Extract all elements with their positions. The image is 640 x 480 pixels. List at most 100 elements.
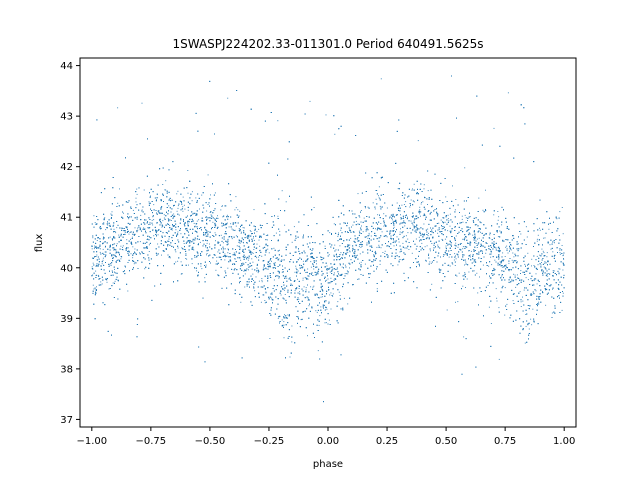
data-point bbox=[512, 252, 514, 254]
data-point bbox=[281, 271, 283, 273]
data-point bbox=[327, 278, 329, 280]
data-point bbox=[536, 238, 538, 240]
data-point bbox=[100, 281, 102, 283]
data-point bbox=[294, 271, 296, 273]
data-point bbox=[241, 264, 243, 266]
data-point bbox=[277, 317, 279, 319]
data-point bbox=[136, 193, 138, 195]
data-point bbox=[419, 231, 421, 233]
data-point bbox=[178, 214, 180, 216]
data-point bbox=[329, 267, 331, 269]
data-point bbox=[114, 280, 116, 282]
data-point bbox=[475, 243, 477, 244]
data-point bbox=[322, 258, 324, 260]
data-point bbox=[346, 270, 348, 272]
data-point bbox=[312, 286, 314, 288]
data-point bbox=[217, 215, 218, 217]
data-point bbox=[139, 252, 140, 254]
data-point bbox=[102, 248, 104, 250]
data-point bbox=[206, 242, 208, 244]
data-point bbox=[334, 244, 336, 246]
data-point bbox=[370, 235, 372, 237]
data-point bbox=[262, 267, 264, 269]
data-point bbox=[360, 246, 362, 248]
data-point bbox=[165, 180, 167, 182]
data-point bbox=[498, 358, 500, 360]
data-point bbox=[487, 285, 489, 286]
data-point bbox=[463, 254, 465, 256]
data-point bbox=[380, 78, 382, 80]
data-point bbox=[466, 278, 468, 280]
data-point bbox=[419, 206, 421, 208]
data-point bbox=[163, 217, 165, 219]
data-point bbox=[544, 237, 546, 239]
data-point bbox=[134, 261, 136, 263]
data-point bbox=[273, 279, 275, 281]
data-point bbox=[353, 249, 355, 250]
data-point bbox=[314, 274, 316, 276]
data-point bbox=[112, 282, 114, 284]
data-point bbox=[283, 324, 285, 326]
data-point bbox=[168, 199, 170, 201]
data-point bbox=[260, 301, 262, 303]
data-point bbox=[318, 324, 320, 326]
data-point bbox=[210, 214, 212, 216]
data-point bbox=[404, 215, 406, 217]
data-point bbox=[537, 234, 539, 236]
data-point bbox=[131, 236, 133, 238]
data-point bbox=[186, 227, 188, 229]
data-point bbox=[365, 226, 367, 228]
data-point bbox=[92, 237, 94, 239]
data-point bbox=[148, 201, 150, 203]
data-point bbox=[527, 323, 529, 325]
data-point bbox=[165, 189, 167, 191]
data-point bbox=[186, 258, 188, 260]
data-point bbox=[498, 307, 500, 309]
data-point bbox=[453, 259, 455, 261]
data-point bbox=[287, 314, 289, 316]
data-point bbox=[447, 218, 449, 220]
data-point bbox=[222, 242, 224, 244]
data-point bbox=[548, 285, 550, 287]
data-point bbox=[445, 196, 447, 198]
data-point bbox=[539, 227, 540, 229]
data-point bbox=[527, 279, 529, 281]
data-point bbox=[490, 323, 492, 324]
data-point bbox=[403, 204, 405, 205]
data-point bbox=[271, 293, 273, 295]
data-point bbox=[522, 296, 523, 298]
data-point bbox=[397, 188, 399, 190]
data-point bbox=[97, 247, 99, 249]
data-point bbox=[205, 266, 207, 268]
data-point bbox=[497, 219, 499, 221]
data-point bbox=[256, 257, 258, 259]
data-point bbox=[454, 209, 456, 211]
data-points bbox=[91, 75, 565, 403]
data-point bbox=[218, 241, 220, 243]
data-point bbox=[501, 275, 503, 277]
data-point bbox=[328, 289, 330, 291]
data-point bbox=[375, 228, 376, 230]
data-point bbox=[393, 226, 395, 228]
data-point bbox=[136, 188, 138, 190]
data-point bbox=[359, 262, 360, 264]
data-point bbox=[188, 264, 189, 266]
data-point bbox=[412, 188, 413, 190]
data-point bbox=[297, 278, 298, 280]
data-point bbox=[183, 204, 185, 206]
data-point bbox=[328, 303, 330, 304]
data-point bbox=[207, 204, 209, 205]
data-point bbox=[506, 303, 508, 305]
data-point bbox=[273, 247, 275, 249]
data-point bbox=[305, 272, 307, 273]
data-point bbox=[243, 242, 244, 244]
data-point bbox=[214, 220, 216, 222]
data-point bbox=[138, 226, 140, 228]
data-point bbox=[525, 314, 527, 315]
data-point bbox=[115, 261, 117, 262]
data-point bbox=[355, 220, 357, 222]
data-point bbox=[182, 196, 184, 198]
data-point bbox=[535, 278, 537, 280]
data-point bbox=[478, 197, 480, 199]
data-point bbox=[482, 209, 484, 211]
